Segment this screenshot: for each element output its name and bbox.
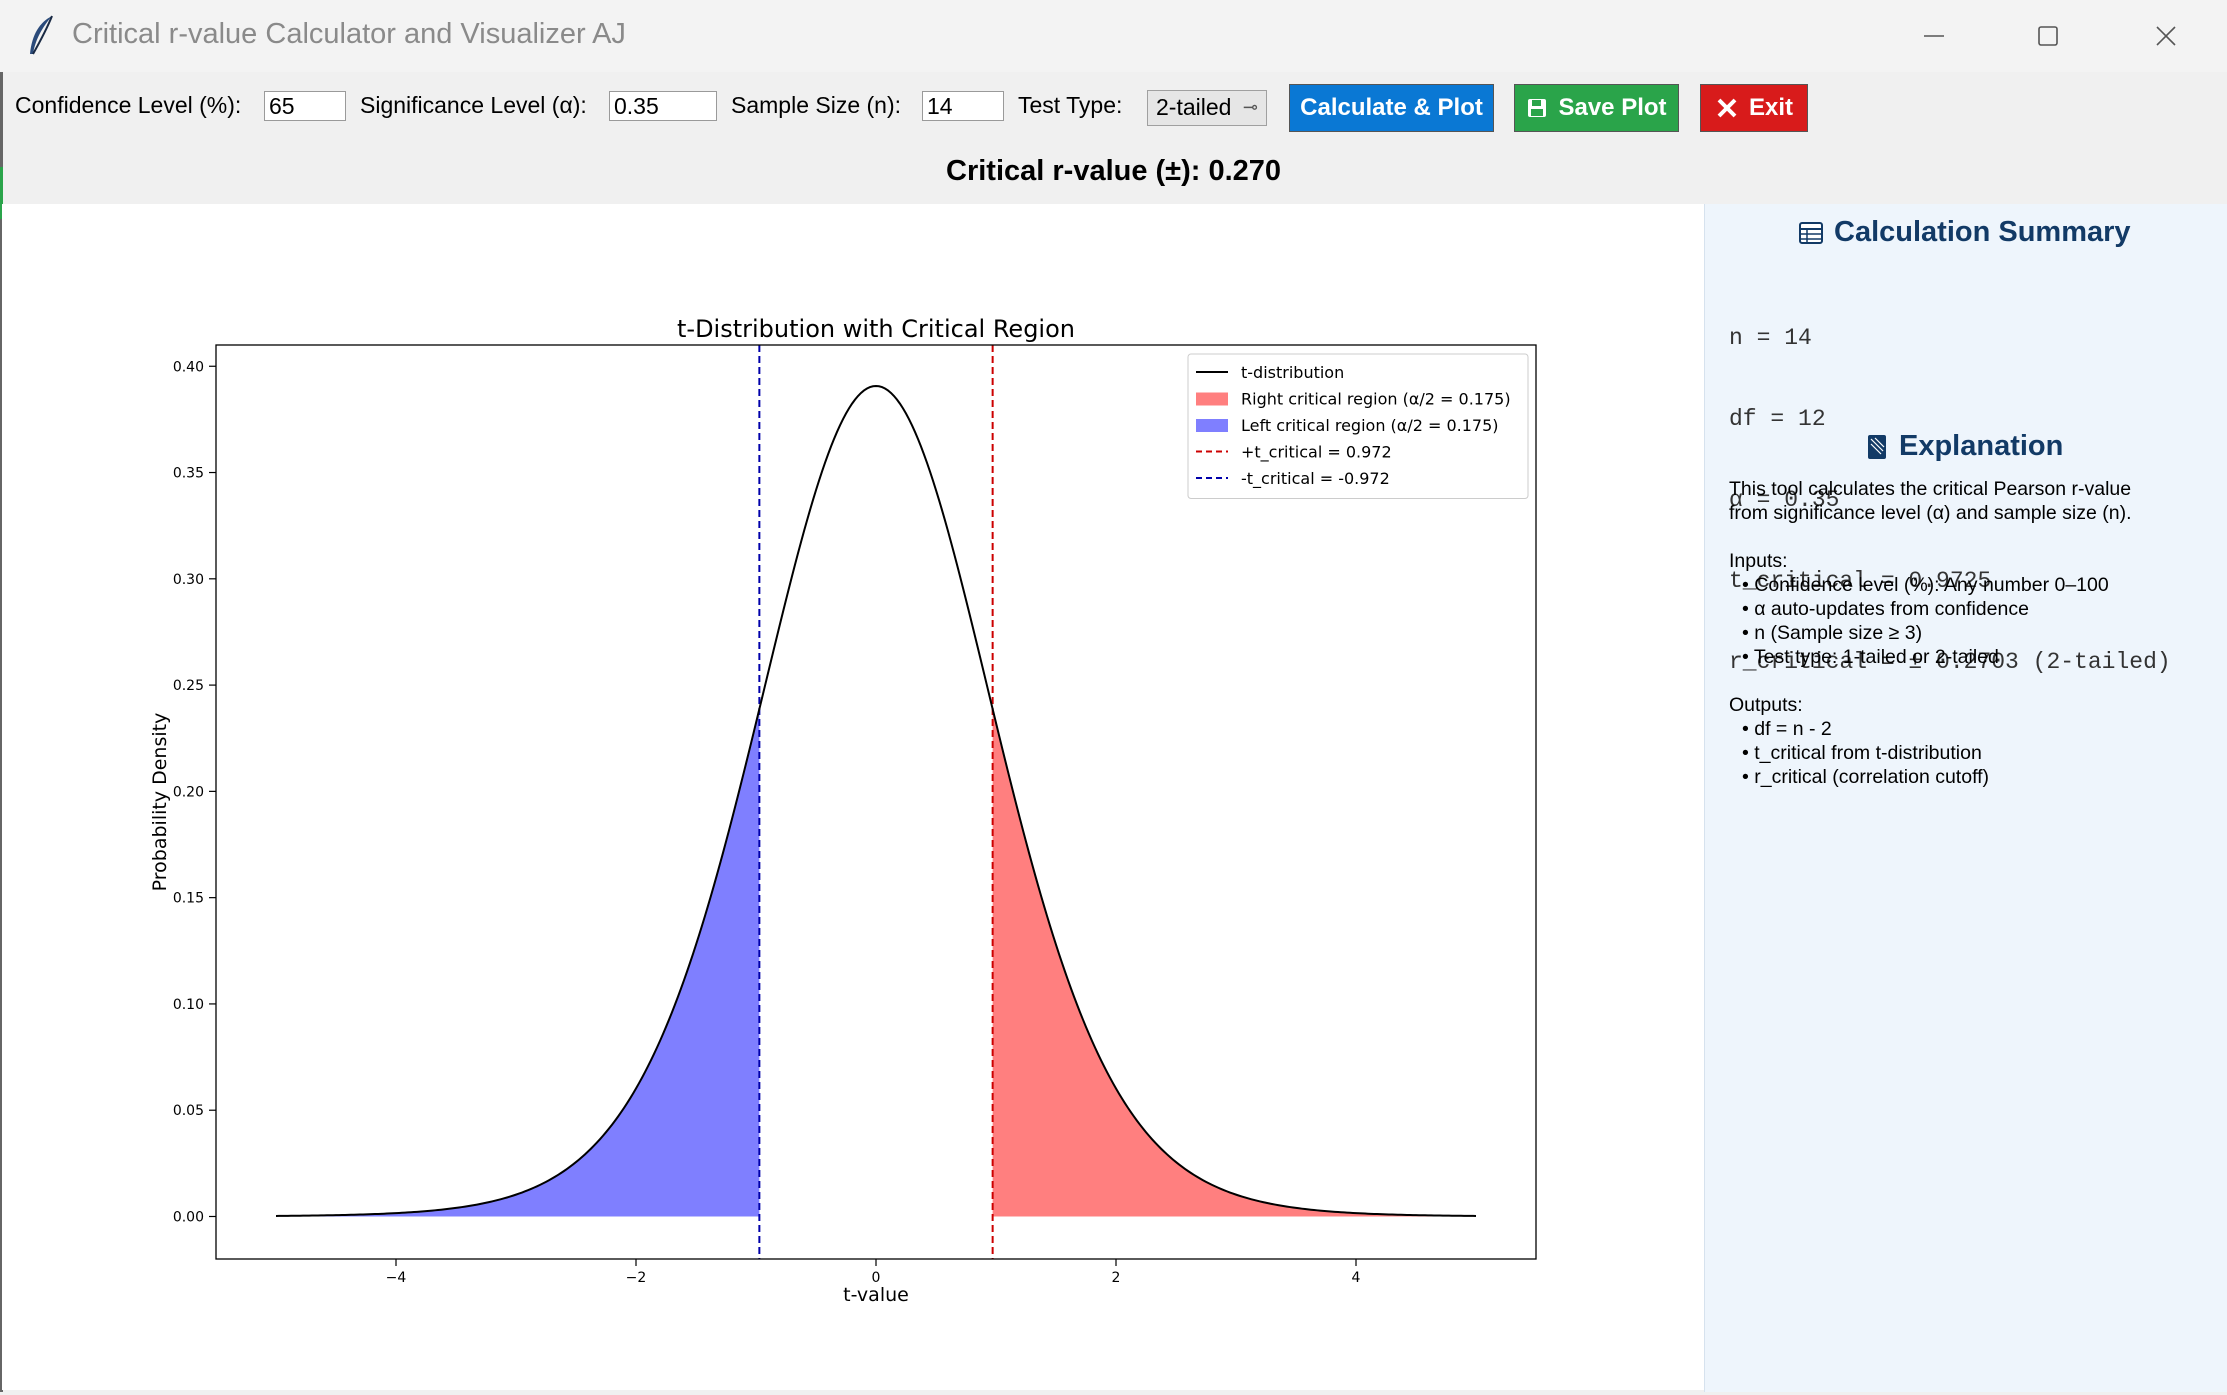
explanation-line [1729,669,2209,693]
window-title: Critical r-value Calculator and Visualiz… [72,18,626,50]
y-tick-label: 0.35 [173,466,204,482]
x-tick-label: 2 [1112,1270,1121,1286]
x-tick-label: −4 [386,1270,407,1286]
feather-icon [30,15,53,55]
explanation-text: This tool calculates the critical Pearso… [1729,477,2209,789]
chart-title: t-Distribution with Critical Region [677,315,1075,343]
explanation-line: This tool calculates the critical Pearso… [1729,478,2132,500]
t-distribution-line [275,384,1477,1217]
x-tick-label: −2 [626,1270,647,1286]
left-critical-region [276,709,760,1217]
explanation-line: • α auto-updates from confidence [1742,598,2029,620]
sample-size-input[interactable] [922,91,1004,121]
plot-canvas: −4 −2 0 2 4 0.00 0.05 0.10 0.15 0.20 0.25 0.30 0.35… [2,204,1704,1390]
explanation-title: Explanation [1865,430,2063,463]
explanation-line: • Test type: 1-tailed or 2-tailed [1742,646,1999,668]
test-type-value: 2-tailed [1156,94,1232,120]
significance-label: Significance Level (α): [360,92,587,118]
close-icon [2156,26,2176,46]
y-tick-label: 0.25 [173,678,204,694]
summary-line: r_critical = ± 0.2703 (2-tailed) [1729,649,2171,675]
legend-entry: t-distribution [1241,363,1344,382]
y-tick-label: 0.05 [173,1103,204,1119]
summary-title: Calculation Summary [1798,216,2131,249]
minimize-icon [1924,35,1944,37]
t-distribution-chart: −4 −2 0 2 4 0.00 0.05 0.10 0.15 0.20 0.25 0.30 0.35… [149,315,1537,1306]
test-type-select[interactable]: 2-tailed ⊸ [1147,90,1267,126]
dropdown-icon: ⊸ [1242,97,1258,117]
save-plot-label: Save Plot [1558,94,1667,121]
legend-entry: Right critical region (α/2 = 0.175) [1241,390,1511,409]
calculate-plot-label: Calculate & Plot [1300,94,1483,121]
window-edge [0,72,3,1392]
explanation-line: from significance level (α) and sample s… [1729,502,2132,524]
y-tick-label: 0.00 [173,1209,204,1225]
save-plot-button[interactable]: Save Plot [1514,84,1679,132]
legend-entry: +t_critical = 0.972 [1241,443,1392,463]
critical-r-result: Critical r-value (±): 0.270 [946,155,1282,187]
explanation-line: • t_critical from t-distribution [1742,742,1982,764]
minimize-button[interactable] [1874,0,1994,72]
right-critical-region [992,709,1476,1217]
significance-input[interactable] [609,91,717,121]
toolbar [0,72,2227,204]
legend-box [1187,353,1529,499]
explanation-line: • Confidence level (%): Any number 0–100 [1742,574,2109,596]
x-axis-label: t-value [843,1284,909,1306]
confidence-input[interactable] [264,91,346,121]
y-axis-label: Probability Density [149,713,171,892]
summary-line: t_critical = 0.9725 [1729,568,1992,594]
calculate-plot-button[interactable]: Calculate & Plot [1289,84,1494,132]
maximize-button[interactable] [1988,0,2108,72]
legend-swatch [1196,392,1228,406]
title-bar: Critical r-value Calculator and Visualiz… [0,0,2227,72]
explanation-line: • df = n - 2 [1742,718,1832,740]
explanation-line: • n (Sample size ≥ 3) [1742,622,1923,644]
y-tick-label: 0.20 [173,784,204,800]
summary-lines: n = 14 df = 12 α = 0.35 t_critical = 0.9… [1729,271,2171,730]
close-x-icon [1717,98,1737,118]
summary-sidebar: Calculation Summary n = 14 df = 12 α = 0… [1704,204,2227,1392]
y-tick-label: 0.40 [173,359,204,375]
explanation-line [1729,525,2209,549]
x-tick-label: 4 [1352,1270,1361,1286]
exit-button[interactable]: Exit [1700,84,1808,132]
sample-size-label: Sample Size (n): [731,92,902,118]
summary-line: α = 0.35 [1729,487,1840,513]
legend-entry: Left critical region (α/2 = 0.175) [1241,416,1499,435]
legend: t-distribution Right critical region (α/2… [1187,353,1529,499]
explanation-line: Outputs: [1729,694,1803,716]
explanation-line: Inputs: [1729,550,1788,572]
legend-entry: -t_critical = -0.972 [1241,469,1390,489]
summary-line: n = 14 [1729,325,1812,351]
x-tick-label: 0 [872,1270,881,1286]
y-tick-label: 0.30 [173,572,204,588]
y-tick-label: 0.15 [173,891,204,907]
edge-accent [0,167,3,219]
maximize-icon [2038,26,2058,46]
test-type-label: Test Type: [1018,92,1123,118]
confidence-label: Confidence Level (%): [15,92,242,118]
notebook-icon [1868,434,1886,459]
exit-label: Exit [1748,94,1793,121]
close-button[interactable] [2106,0,2226,72]
explanation-line: • r_critical (correlation cutoff) [1742,766,1990,788]
spreadsheet-icon [1799,221,1823,244]
floppy-disk-icon [1528,99,1547,117]
summary-title-text: Calculation Summary [1834,216,2131,248]
explanation-title-text: Explanation [1899,430,2064,462]
legend-swatch [1196,419,1228,432]
summary-line: df = 12 [1729,406,1826,432]
y-tick-label: 0.10 [173,997,204,1013]
